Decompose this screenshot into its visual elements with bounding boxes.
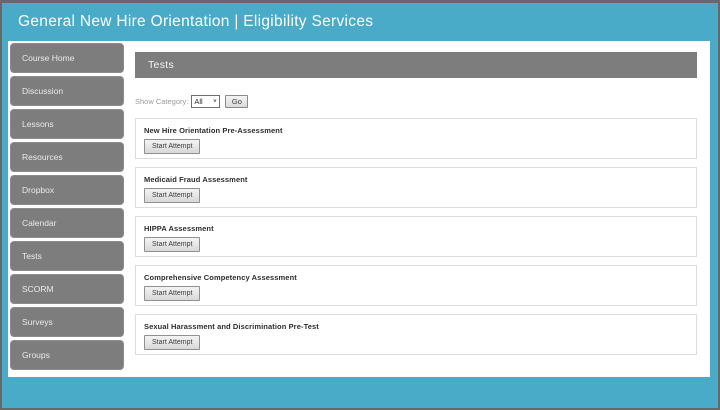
category-select-value: All: [194, 96, 203, 106]
go-button[interactable]: Go: [225, 94, 249, 108]
main-content: Tests Show Category: All ∨ Go New Hire O…: [135, 41, 697, 363]
test-title: Medicaid Fraud Assessment: [144, 175, 248, 184]
start-attempt-button[interactable]: Start Attempt: [144, 139, 201, 154]
app-header: General New Hire Orientation | Eligibili…: [2, 3, 718, 41]
sidebar-item-surveys[interactable]: Surveys: [10, 307, 124, 337]
test-item: Comprehensive Competency Assessment Star…: [135, 265, 697, 306]
start-attempt-button[interactable]: Start Attempt: [144, 286, 201, 301]
sidebar-item-discussion[interactable]: Discussion: [10, 76, 124, 106]
chevron-down-icon: ∨: [212, 97, 218, 104]
test-title: Comprehensive Competency Assessment: [144, 273, 297, 282]
category-filter: Show Category: All ∨ Go: [135, 94, 697, 108]
test-list: New Hire Orientation Pre-Assessment Star…: [135, 118, 697, 355]
start-attempt-button[interactable]: Start Attempt: [144, 335, 201, 350]
sidebar-item-lessons[interactable]: Lessons: [10, 109, 124, 139]
sidebar-item-resources[interactable]: Resources: [10, 142, 124, 172]
category-select[interactable]: All ∨: [191, 94, 221, 108]
page-title: General New Hire Orientation | Eligibili…: [18, 13, 374, 30]
sidebar-item-dropbox[interactable]: Dropbox: [10, 175, 124, 205]
test-title: Sexual Harassment and Discrimination Pre…: [144, 322, 319, 331]
start-attempt-button[interactable]: Start Attempt: [144, 237, 201, 252]
section-title: Tests: [148, 59, 175, 71]
start-attempt-button[interactable]: Start Attempt: [144, 188, 201, 203]
section-title-bar: Tests: [135, 52, 697, 78]
category-filter-label: Show Category:: [135, 96, 189, 106]
test-item: HIPPA Assessment Start Attempt: [135, 216, 697, 257]
test-title: HIPPA Assessment: [144, 224, 214, 233]
sidebar-item-calendar[interactable]: Calendar: [10, 208, 124, 238]
test-title: New Hire Orientation Pre-Assessment: [144, 126, 283, 135]
sidebar-item-course-home[interactable]: Course Home: [10, 43, 124, 73]
content-panel: Course Home Discussion Lessons Resources…: [8, 41, 710, 377]
sidebar-item-groups[interactable]: Groups: [10, 340, 124, 370]
test-item: New Hire Orientation Pre-Assessment Star…: [135, 118, 697, 159]
test-item: Medicaid Fraud Assessment Start Attempt: [135, 167, 697, 208]
sidebar-nav: Course Home Discussion Lessons Resources…: [10, 43, 128, 373]
test-item: Sexual Harassment and Discrimination Pre…: [135, 314, 697, 355]
sidebar-item-scorm[interactable]: SCORM: [10, 274, 124, 304]
sidebar-item-tests[interactable]: Tests: [10, 241, 124, 271]
